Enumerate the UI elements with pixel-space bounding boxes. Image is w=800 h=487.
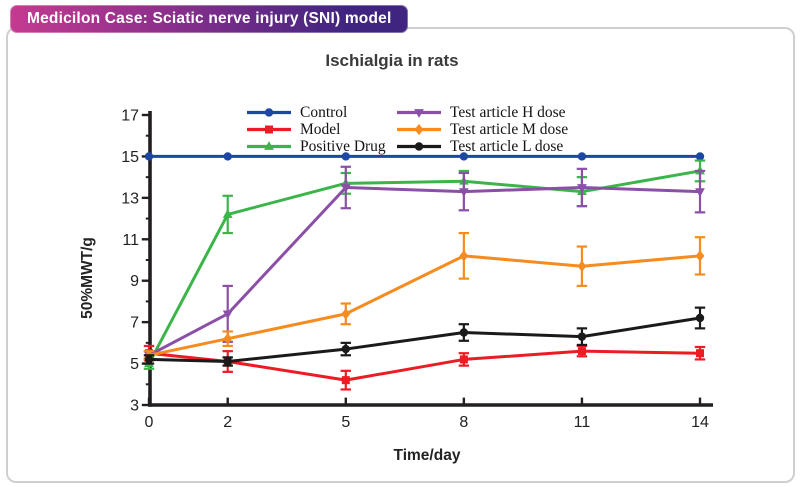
x-tick-label: 8 [459,414,468,431]
data-point-marker [144,152,154,161]
data-point-marker [459,355,468,364]
y-tick-label: 13 [121,190,139,207]
data-point-marker [577,184,587,193]
data-point-marker [459,328,469,337]
legend-label: Model [300,120,341,138]
data-point-marker [577,152,587,161]
line-marker-icon [397,141,441,151]
legend-label: Control [300,103,348,121]
data-point-marker [695,152,705,161]
series-line [148,316,701,363]
data-point-marker [264,107,274,117]
data-point-marker [695,250,705,262]
legend-sample [247,125,291,133]
y-tick-label: 17 [121,108,139,125]
data-point-marker [414,108,424,118]
line-marker-icon [247,140,291,150]
series-test-article-l-dose [143,306,706,367]
legend-sample [397,108,441,118]
y-tick-label: 5 [130,356,139,373]
data-point-marker [577,260,587,272]
series-line [147,169,701,365]
y-axis-title: 50%MWT/g [79,237,96,319]
data-point-marker [340,184,351,193]
x-axis-title: Time/day [393,447,461,464]
data-point-marker [223,333,233,345]
series-control [144,152,705,161]
data-point-marker [459,152,469,161]
legend-item-test-article-l-dose: Test article L dose [396,137,564,155]
chart-title: Ischialgia in rats [325,51,459,70]
data-point-marker [695,188,705,198]
data-point-marker [341,376,350,385]
data-point-marker [341,308,351,320]
data-point-marker [222,310,233,320]
series-line [148,186,701,357]
data-point-marker [577,347,586,356]
data-point-marker [144,355,154,364]
case-title-badge: Medicilon Case: Sciatic nerve injury (SN… [10,5,409,33]
data-point-marker [695,313,705,323]
legend-item-positive-drug: Positive Drug [246,137,386,155]
content-card [6,27,795,483]
legend-label: Test article H dose [450,103,566,121]
legend-label: Test article L dose [450,137,564,155]
legend-item-test-article-h-dose: Test article H dose [396,103,566,121]
x-tick-label: 5 [341,414,350,431]
data-point-marker [696,349,704,358]
line-marker-icon [397,123,441,135]
data-point-marker [341,152,350,161]
data-point-marker [341,344,350,354]
data-point-marker [577,332,587,341]
data-point-marker [458,188,469,198]
y-tick-label: 11 [122,232,139,249]
x-tick-label: 0 [145,414,154,431]
data-point-marker [223,152,232,161]
legend-item-test-article-m-dose: Test article M dose [396,120,569,138]
legend-sample [247,107,291,117]
y-tick-label: 7 [130,315,139,332]
x-tick-label: 11 [574,414,591,431]
legend-item-control: Control [246,103,348,121]
series-model [143,344,706,391]
data-point-marker [264,140,274,150]
legend-label: Positive Drug [300,137,386,155]
legend-sample [247,140,291,150]
y-tick-label: 9 [130,273,139,290]
data-point-marker [265,125,273,133]
data-point-marker [414,141,424,151]
x-tick-label: 2 [223,414,232,431]
data-point-marker [459,250,469,262]
y-tick-label: 3 [130,398,139,415]
x-tick-label: 14 [691,414,709,431]
y-tick-label: 15 [121,149,139,166]
legend-item-model: Model [246,120,341,138]
legend-sample [397,141,441,151]
legend-label: Test article M dose [450,120,569,138]
line-marker-icon [247,107,291,117]
line-marker-icon [247,125,291,133]
series-line [148,254,701,357]
data-point-marker [222,209,233,218]
line-marker-icon [397,108,441,118]
data-point-marker [223,357,232,366]
